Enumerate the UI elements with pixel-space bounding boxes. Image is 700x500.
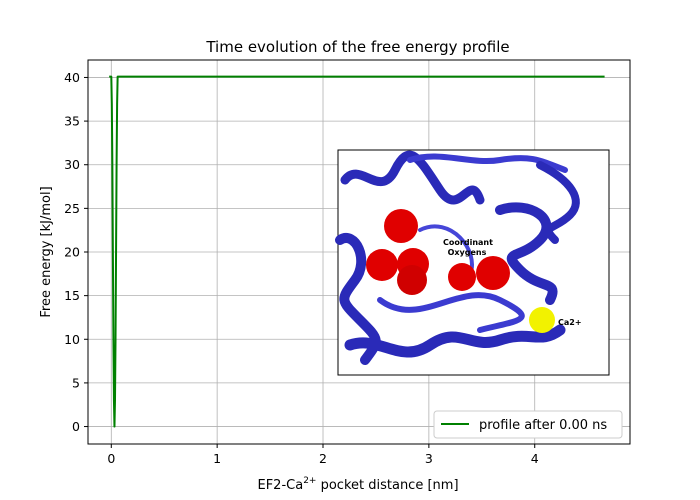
chart-title: Time evolution of the free energy profil… (205, 38, 509, 56)
inset-label-oxygens: Oxygens (448, 248, 487, 257)
x-axis-label: EF2-Ca2+ pocket distance [nm] (257, 476, 458, 493)
x-axis-label-sup: 2+ (303, 476, 316, 486)
inset-label-coordinant: Coordinant (443, 238, 493, 247)
ribbon-loop-top (407, 153, 568, 173)
x-axis-label-main: EF2-Ca (257, 478, 303, 493)
y-tick-label: 5 (72, 375, 80, 390)
series-line (109, 75, 605, 428)
y-tick-label: 35 (64, 114, 80, 129)
inset-protein-image: Coordinant Oxygens Ca2+ (335, 149, 610, 376)
protein-ribbons (335, 150, 580, 365)
oxygen-atom (384, 209, 418, 243)
y-tick-label: 20 (64, 245, 80, 260)
y-axis-label: Free energy [kJ/mol] (39, 186, 54, 317)
ribbon-helix-bottom (344, 324, 566, 358)
ribbon-loop-middle (377, 292, 525, 333)
y-ticks: 0 5 10 15 20 25 30 35 40 (64, 70, 88, 434)
oxygen-atom (476, 256, 510, 290)
x-axis-label-rest: pocket distance [nm] (316, 478, 458, 493)
calcium-ion (529, 307, 555, 333)
y-tick-label: 25 (64, 201, 80, 216)
legend: profile after 0.00 ns (433, 410, 623, 439)
legend-label: profile after 0.00 ns (479, 418, 607, 433)
x-tick-label: 4 (531, 451, 539, 466)
y-tick-label: 10 (64, 332, 80, 347)
ribbon-helix-upper-right (536, 161, 580, 244)
y-tick-label: 15 (64, 288, 80, 303)
x-tick-label: 1 (213, 451, 221, 466)
oxygen-atom (448, 263, 476, 291)
inset-label-ca: Ca2+ (558, 318, 582, 327)
x-ticks: 0 1 2 3 4 (107, 444, 539, 466)
oxygen-atom (397, 265, 427, 295)
y-tick-label: 30 (64, 157, 80, 172)
plot-area (109, 75, 605, 428)
oxygen-atoms (366, 209, 510, 295)
ribbon-strand (418, 224, 474, 277)
y-tick-label: 0 (72, 419, 80, 434)
ribbon-helix-right (495, 202, 558, 305)
legend-box (433, 410, 623, 439)
oxygen-atom (366, 249, 398, 281)
y-tick-label: 40 (64, 70, 80, 85)
x-tick-label: 0 (107, 451, 115, 466)
x-tick-label: 3 (425, 451, 433, 466)
x-tick-label: 2 (319, 451, 327, 466)
